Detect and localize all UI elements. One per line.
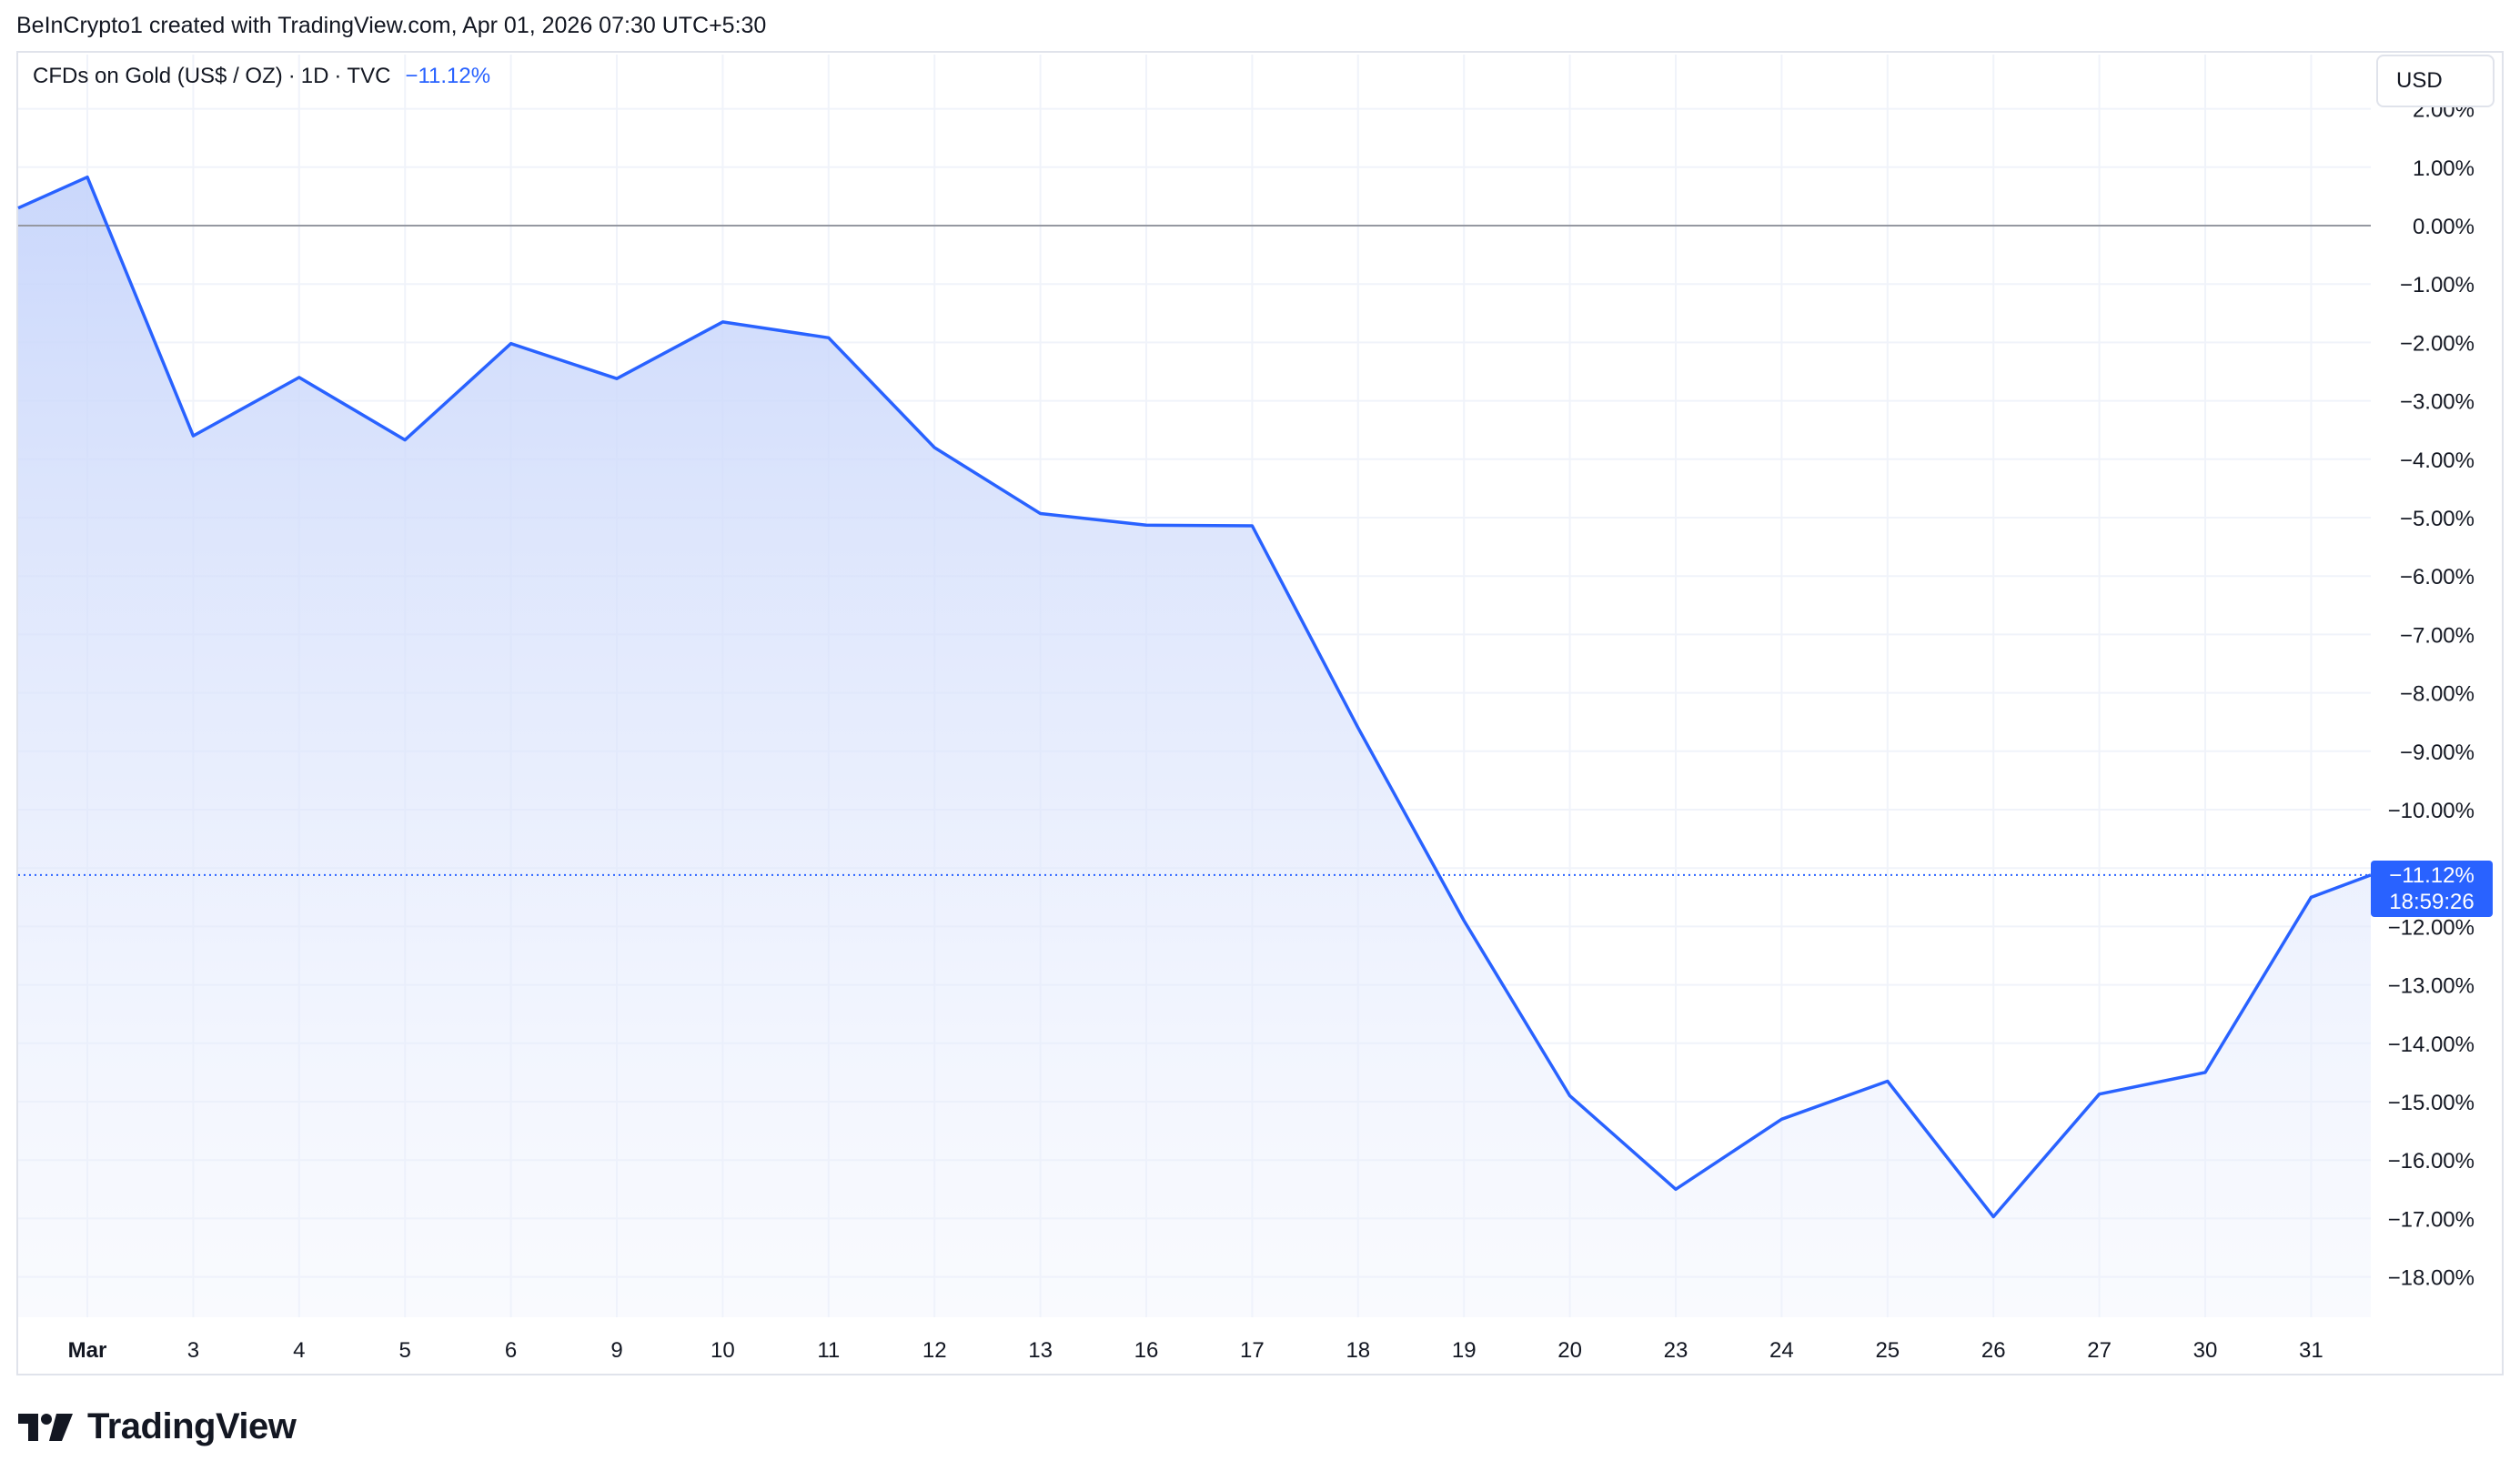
x-tick-label: 16	[1134, 1338, 1159, 1363]
y-tick-label: 0.00%	[2413, 215, 2475, 239]
y-tick-label: 1.00%	[2413, 156, 2475, 181]
bar-countdown: 18:59:26	[2389, 890, 2475, 914]
y-tick-label: −18.00%	[2388, 1266, 2475, 1291]
y-tick-label: −2.00%	[2400, 331, 2475, 356]
x-tick-label: 25	[1875, 1338, 1900, 1363]
x-tick-label: Mar	[68, 1338, 107, 1363]
y-axis-ticks: 2.00%1.00%0.00%−1.00%−2.00%−3.00%−4.00%−…	[2388, 98, 2475, 1291]
x-tick-label: 20	[1557, 1338, 1582, 1363]
x-tick-label: 18	[1346, 1338, 1370, 1363]
tradingview-logo-icon	[18, 1413, 73, 1441]
x-tick-label: 19	[1452, 1338, 1477, 1363]
last-price-tag: −11.12% 18:59:26	[2371, 861, 2493, 917]
x-tick-label: 30	[2193, 1338, 2218, 1363]
y-tick-label: −9.00%	[2400, 740, 2475, 765]
area-fill	[18, 176, 2371, 1318]
y-tick-label: −14.00%	[2388, 1033, 2475, 1057]
x-tick-label: 5	[399, 1338, 411, 1363]
last-price-value: −11.12%	[2389, 863, 2475, 888]
x-tick-label: 27	[2087, 1338, 2112, 1363]
tradingview-logo[interactable]: TradingView	[18, 1406, 297, 1447]
x-tick-label: 31	[2299, 1338, 2323, 1363]
x-tick-label: 3	[187, 1338, 199, 1363]
y-tick-label: −6.00%	[2400, 565, 2475, 589]
legend-interval: 1D	[300, 64, 329, 88]
series-line	[17, 175, 2372, 1219]
y-tick-label: −12.00%	[2388, 915, 2475, 940]
y-tick-label: −7.00%	[2400, 623, 2475, 648]
currency-button[interactable]: USD	[2376, 55, 2495, 107]
y-tick-label: −4.00%	[2400, 448, 2475, 473]
x-axis-ticks: Mar 3 4 5 6 9 10 11 12 13 16 17 18 19 20 23 24 25 26 27 30 31	[68, 1338, 2323, 1363]
y-tick-label: −1.00%	[2400, 273, 2475, 297]
legend-exchange: TVC	[347, 64, 391, 88]
chart-frame	[16, 51, 2504, 1375]
x-tick-label: 6	[505, 1338, 517, 1363]
x-tick-label: 23	[1664, 1338, 1688, 1363]
legend-symbol: CFDs on Gold (US$ / OZ)	[33, 64, 283, 88]
x-tick-label: 26	[1981, 1338, 2006, 1363]
y-tick-label: −10.00%	[2388, 799, 2475, 823]
legend-separator: ·	[334, 64, 342, 88]
legend-separator: ·	[287, 64, 296, 88]
y-tick-label: −8.00%	[2400, 682, 2475, 707]
x-tick-label: 9	[610, 1338, 622, 1363]
x-tick-label: 17	[1240, 1338, 1265, 1363]
y-tick-label: −16.00%	[2388, 1149, 2475, 1174]
y-tick-label: −15.00%	[2388, 1091, 2475, 1115]
x-tick-label: 12	[922, 1338, 947, 1363]
x-tick-label: 13	[1028, 1338, 1053, 1363]
legend-change: −11.12%	[405, 64, 491, 88]
chart-legend[interactable]: CFDs on Gold (US$ / OZ) · 1D · TVC −11.1…	[33, 64, 490, 89]
x-tick-label: 4	[293, 1338, 305, 1363]
x-tick-label: 24	[1769, 1338, 1794, 1363]
logo-text: TradingView	[87, 1406, 297, 1446]
x-tick-label: 10	[711, 1338, 735, 1363]
y-tick-label: −5.00%	[2400, 507, 2475, 531]
chart-attribution: BeInCrypto1 created with TradingView.com…	[16, 13, 767, 38]
x-tick-label: 11	[817, 1338, 840, 1363]
y-tick-label: −17.00%	[2388, 1207, 2475, 1232]
y-tick-label: −3.00%	[2400, 390, 2475, 415]
y-tick-label: −13.00%	[2388, 974, 2475, 999]
